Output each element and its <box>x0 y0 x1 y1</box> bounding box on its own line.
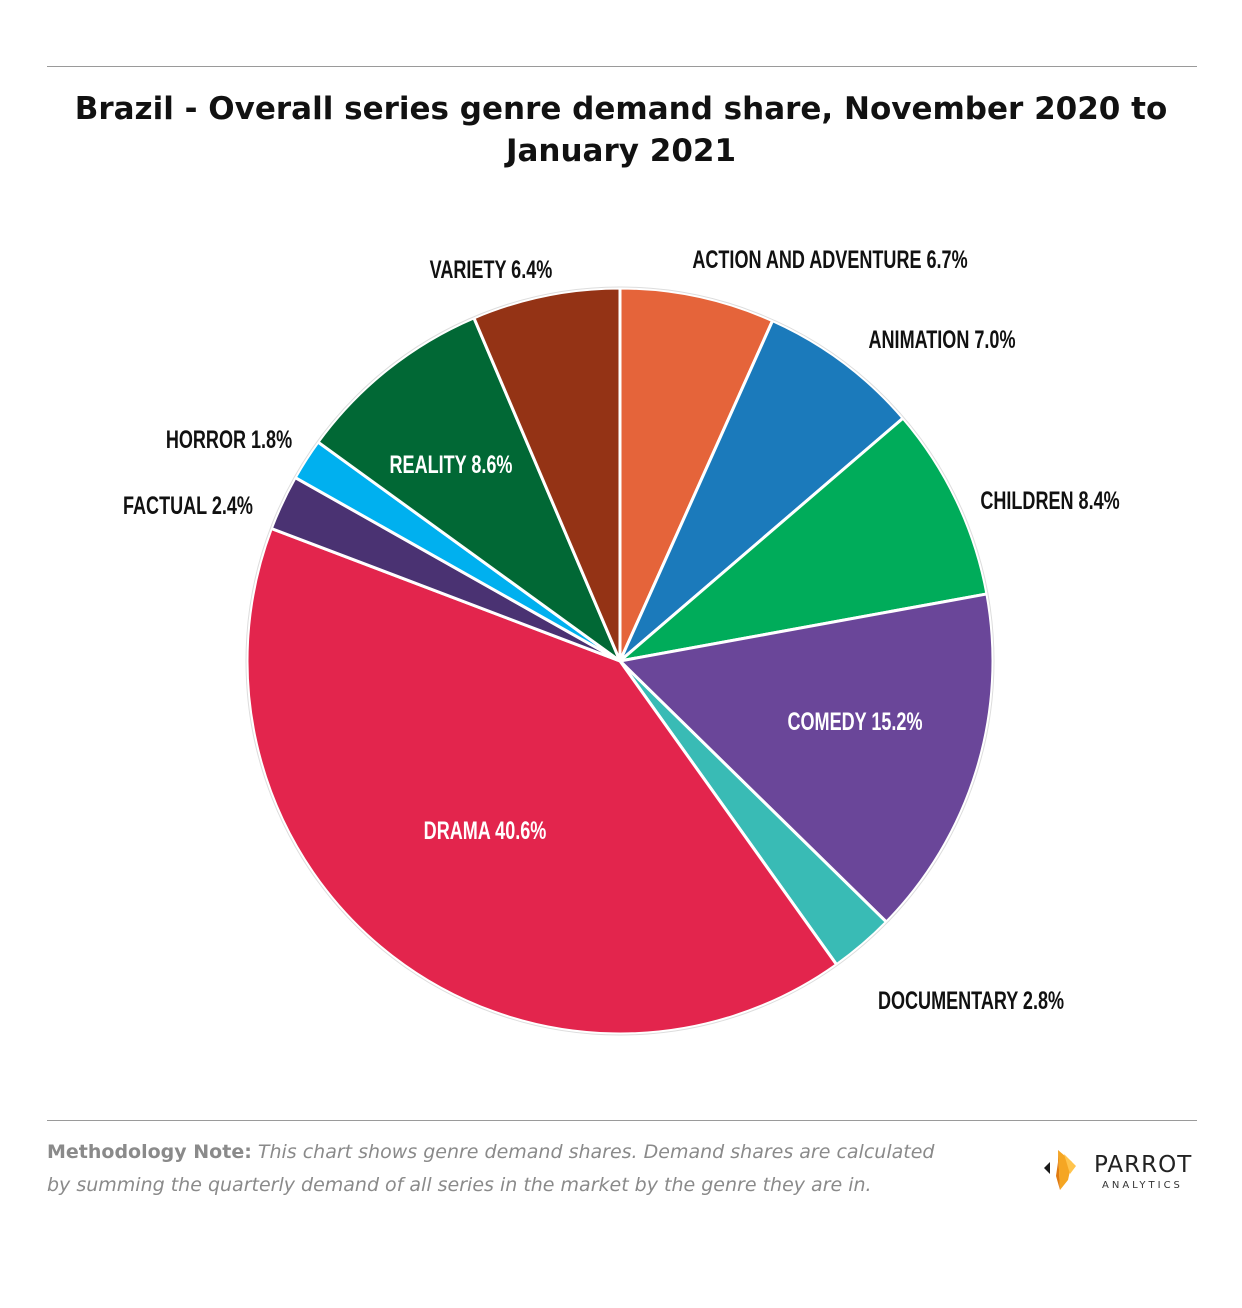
pie-slice-children <box>618 416 989 663</box>
slice-label-drama: DRAMA 40.6% <box>424 816 547 845</box>
slice-label-documentary: DOCUMENTARY 2.8% <box>878 986 1064 1015</box>
slice-label-variety: VARIETY 6.4% <box>430 255 553 284</box>
slice-label-action-and-adventure: ACTION AND ADVENTURE 6.7% <box>692 245 967 274</box>
parrot-logo-icon <box>1044 1150 1076 1190</box>
pie-slice-action-and-adventure <box>618 286 775 663</box>
top-divider <box>47 66 1197 67</box>
pie-slice-variety <box>472 286 622 663</box>
chart-title: Brazil - Overall series genre demand sha… <box>74 91 1168 169</box>
slice-label-horror: HORROR 1.8% <box>166 425 292 454</box>
bottom-divider <box>47 1120 1197 1121</box>
methodology-note: Methodology Note: This chart shows genre… <box>47 1136 947 1202</box>
slice-label-reality: REALITY 8.6% <box>390 450 513 479</box>
pie-outline <box>245 286 995 1036</box>
pie-slice-comedy <box>618 592 995 924</box>
methodology-note-body: This chart shows genre demand shares. De… <box>47 1141 935 1196</box>
pie-slice-reality <box>316 316 622 663</box>
slice-label-animation: ANIMATION 7.0% <box>869 325 1016 354</box>
slice-label-comedy: COMEDY 15.2% <box>787 707 922 736</box>
pie-slice-drama <box>245 526 839 1036</box>
slice-label-children: CHILDREN 8.4% <box>980 486 1119 515</box>
pie-slice-animation <box>618 319 905 663</box>
parrot-analytics-logo: PARROT ANALYTICS <box>1042 1146 1202 1196</box>
logo-name: PARROT <box>1094 1152 1193 1178</box>
methodology-note-lead: Methodology Note: <box>47 1141 252 1163</box>
logo-subtitle: ANALYTICS <box>1102 1180 1183 1191</box>
slice-label-factual: FACTUAL 2.4% <box>123 491 253 520</box>
